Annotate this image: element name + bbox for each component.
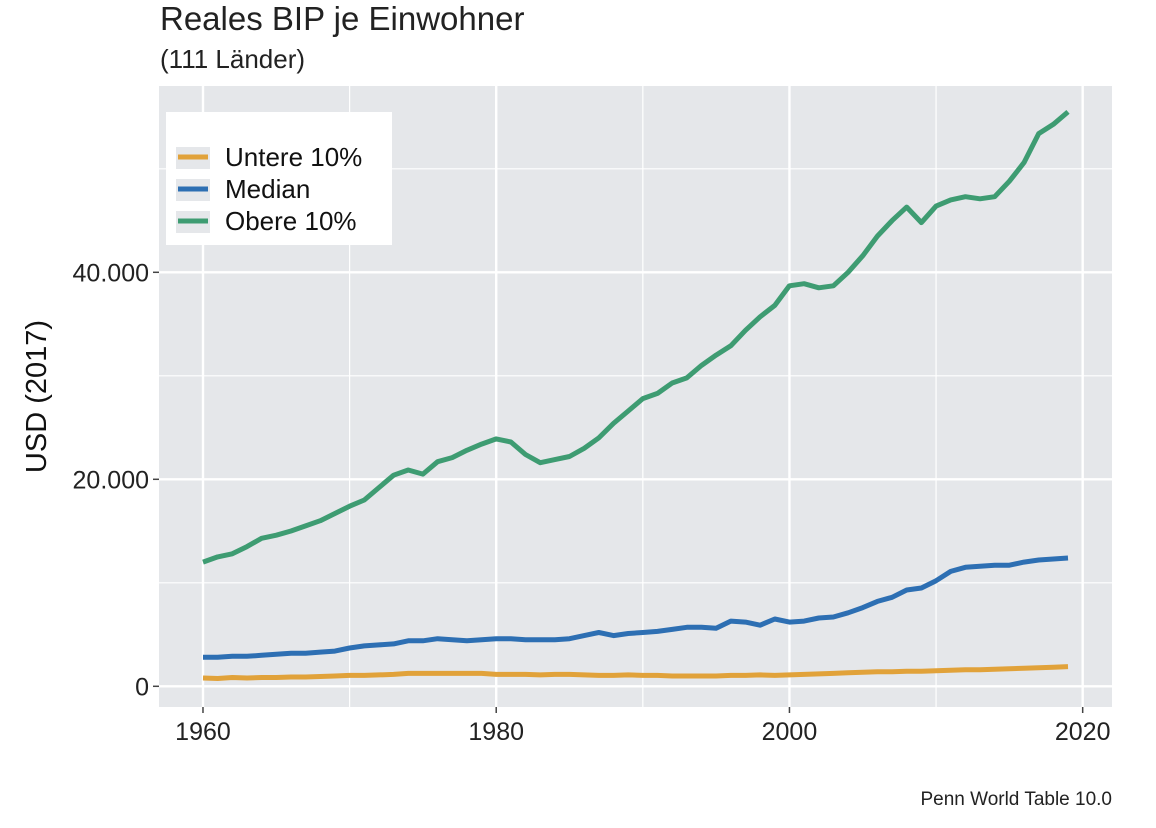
x-tick-label: 2000 [762,718,818,746]
x-tick-label: 1960 [175,718,231,746]
x-tick-label: 1980 [468,718,524,746]
series-line-obere-10- [202,109,1070,565]
chart-caption: Penn World Table 10.0 [920,789,1112,810]
y-axis-title: USD (2017) [21,320,53,473]
legend-label: Obere 10% [225,206,357,236]
chart-title: Reales BIP je Einwohner [160,0,525,37]
y-tick-label: 20.000 [73,466,149,494]
x-tick-label: 2020 [1055,718,1111,746]
series-line-untere-10- [202,664,1069,681]
series-line-median [203,555,1069,660]
y-tick-label: 0 [135,673,149,701]
y-tick-label: 40.000 [73,259,149,287]
chart-subtitle: (111 Länder) [160,44,306,74]
legend-label: Median [225,174,310,204]
legend-label: Untere 10% [225,142,362,172]
